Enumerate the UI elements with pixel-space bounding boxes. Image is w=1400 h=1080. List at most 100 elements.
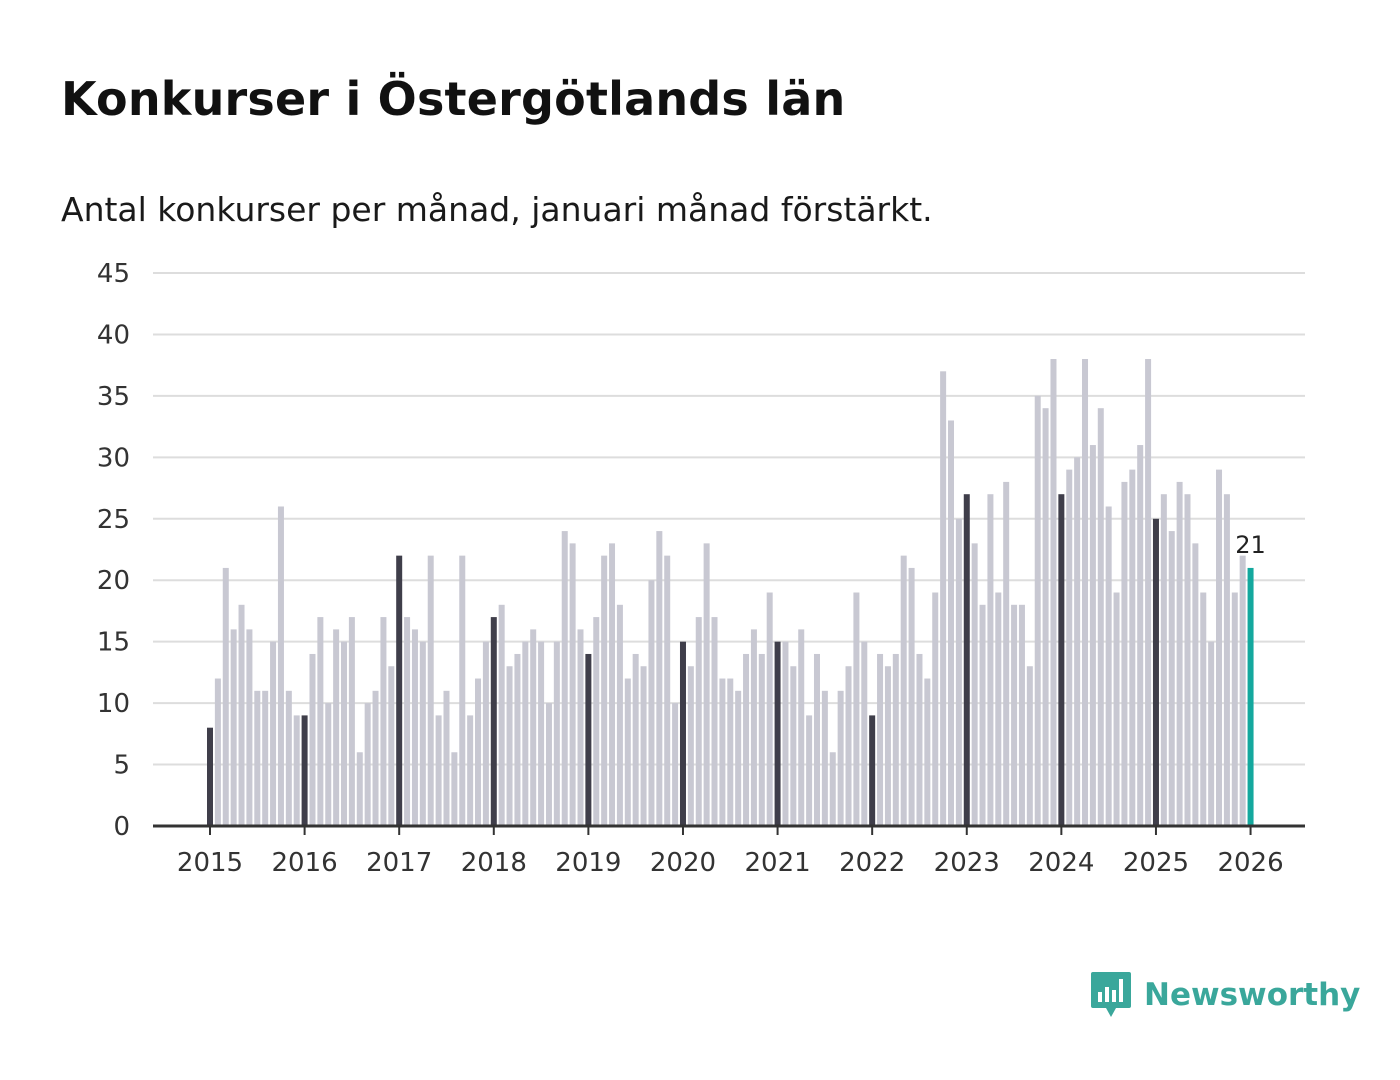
bar-2021-07 bbox=[821, 690, 828, 826]
bar-2023-02 bbox=[971, 543, 978, 826]
bar-2021-05 bbox=[806, 715, 813, 826]
bar-2017-10 bbox=[467, 715, 474, 826]
bar-2015-01 bbox=[207, 727, 213, 826]
bar-2019-08 bbox=[640, 666, 647, 826]
bar-2025-08 bbox=[1208, 641, 1215, 826]
y-tick-label-0: 0 bbox=[113, 812, 130, 842]
bar-2023-03 bbox=[979, 604, 986, 826]
bar-2023-11 bbox=[1042, 408, 1049, 826]
bar-2021-01 bbox=[774, 641, 781, 826]
bar-2022-06 bbox=[908, 567, 915, 826]
bar-2020-01 bbox=[679, 641, 686, 826]
bar-2019-02 bbox=[593, 617, 600, 826]
x-tick-label-2015: 2015 bbox=[177, 848, 243, 878]
bar-2019-11 bbox=[664, 555, 671, 826]
bar-2016-09 bbox=[364, 703, 371, 826]
bar-2018-07 bbox=[538, 641, 545, 826]
x-tick-label-2018: 2018 bbox=[461, 848, 527, 878]
bar-2015-04 bbox=[230, 629, 237, 826]
bar-2015-03 bbox=[222, 567, 229, 826]
bar-2025-03 bbox=[1168, 531, 1175, 826]
x-tick-label-2020: 2020 bbox=[650, 848, 716, 878]
bar-2025-10 bbox=[1223, 494, 1230, 826]
bar-2021-03 bbox=[790, 666, 797, 826]
x-tick-label-2017: 2017 bbox=[366, 848, 432, 878]
bar-2023-08 bbox=[1018, 604, 1025, 826]
newsworthy-logo-icon bbox=[1091, 972, 1131, 1017]
bar-2022-05 bbox=[900, 555, 907, 826]
bar-2022-03 bbox=[884, 666, 891, 826]
x-tick-label-2016: 2016 bbox=[272, 848, 338, 878]
bar-2017-04 bbox=[419, 641, 426, 826]
x-axis-ticks: 2015 2016 2017 2018 2019 2020 2021 2022 2023 2024… bbox=[177, 826, 1284, 878]
bar-2024-06 bbox=[1097, 408, 1104, 826]
bar-2017-03 bbox=[411, 629, 418, 826]
bar-2020-09 bbox=[743, 653, 750, 826]
bar-2024-07 bbox=[1105, 506, 1112, 826]
bar-2019-01 bbox=[585, 653, 592, 826]
bar-2024-12 bbox=[1145, 359, 1152, 826]
bar-2015-12 bbox=[293, 715, 300, 826]
y-tick-label-15: 15 bbox=[97, 628, 130, 658]
bar-2021-06 bbox=[813, 653, 820, 826]
bar-2018-04 bbox=[514, 653, 521, 826]
bar-2021-02 bbox=[782, 641, 789, 826]
bar-2017-01 bbox=[396, 555, 403, 826]
bar-2019-04 bbox=[609, 543, 616, 826]
bar-2018-01 bbox=[490, 617, 497, 826]
y-tick-label-25: 25 bbox=[97, 505, 130, 535]
bar-2016-05 bbox=[333, 629, 340, 826]
bar-2024-03 bbox=[1074, 457, 1081, 826]
bar-2021-09 bbox=[837, 690, 844, 826]
x-tick-label-2022: 2022 bbox=[839, 848, 905, 878]
y-tick-label-20: 20 bbox=[97, 566, 130, 596]
bar-2022-11 bbox=[948, 420, 954, 826]
bar-2020-02 bbox=[687, 666, 694, 826]
bar-2017-06 bbox=[435, 715, 442, 826]
bar-2016-01 bbox=[301, 715, 308, 826]
bar-2022-02 bbox=[877, 653, 884, 826]
bar-2022-09 bbox=[932, 592, 939, 826]
grid-lines bbox=[153, 272, 1305, 766]
bar-2018-09 bbox=[553, 641, 560, 826]
bar-2023-04 bbox=[987, 494, 994, 826]
bar-2016-02 bbox=[309, 653, 316, 826]
bar-2019-03 bbox=[601, 555, 608, 826]
bar-2016-06 bbox=[341, 641, 348, 826]
bar-2025-07 bbox=[1200, 592, 1207, 826]
y-tick-label-30: 30 bbox=[97, 443, 130, 473]
bar-2021-12 bbox=[861, 641, 868, 826]
bar-2018-11 bbox=[569, 543, 576, 826]
newsworthy-brand: Newsworthy bbox=[1090, 970, 1360, 1020]
bar-2025-06 bbox=[1192, 543, 1199, 826]
bar-2021-08 bbox=[829, 752, 836, 826]
bar-2022-12 bbox=[955, 518, 962, 826]
bar-2020-03 bbox=[695, 617, 702, 826]
bar-2022-08 bbox=[924, 678, 931, 826]
bar-2024-05 bbox=[1089, 445, 1096, 826]
bar-2020-05 bbox=[711, 617, 718, 826]
bar-2015-05 bbox=[238, 604, 245, 826]
bar-2024-08 bbox=[1113, 592, 1120, 826]
bar-2017-08 bbox=[451, 752, 458, 826]
bar-2019-06 bbox=[624, 678, 631, 826]
x-tick-label-2025: 2025 bbox=[1123, 848, 1189, 878]
bar-2023-10 bbox=[1034, 395, 1041, 826]
y-tick-label-40: 40 bbox=[97, 320, 130, 350]
bar-2015-09 bbox=[270, 641, 277, 826]
y-tick-label-45: 45 bbox=[97, 259, 130, 289]
bar-2020-12 bbox=[766, 592, 773, 826]
bar-2019-05 bbox=[616, 604, 623, 826]
bar-2015-10 bbox=[277, 506, 284, 826]
x-tick-label-2023: 2023 bbox=[934, 848, 1000, 878]
bar-2018-03 bbox=[506, 666, 513, 826]
bar-2024-10 bbox=[1129, 469, 1136, 826]
bar-2025-05 bbox=[1184, 494, 1191, 826]
bar-2019-10 bbox=[656, 531, 663, 826]
x-tick-label-2021: 2021 bbox=[744, 848, 810, 878]
bar-2017-09 bbox=[459, 555, 466, 826]
bar-2020-06 bbox=[719, 678, 726, 826]
bar-2023-01 bbox=[963, 494, 970, 826]
bar-2015-07 bbox=[254, 690, 261, 826]
